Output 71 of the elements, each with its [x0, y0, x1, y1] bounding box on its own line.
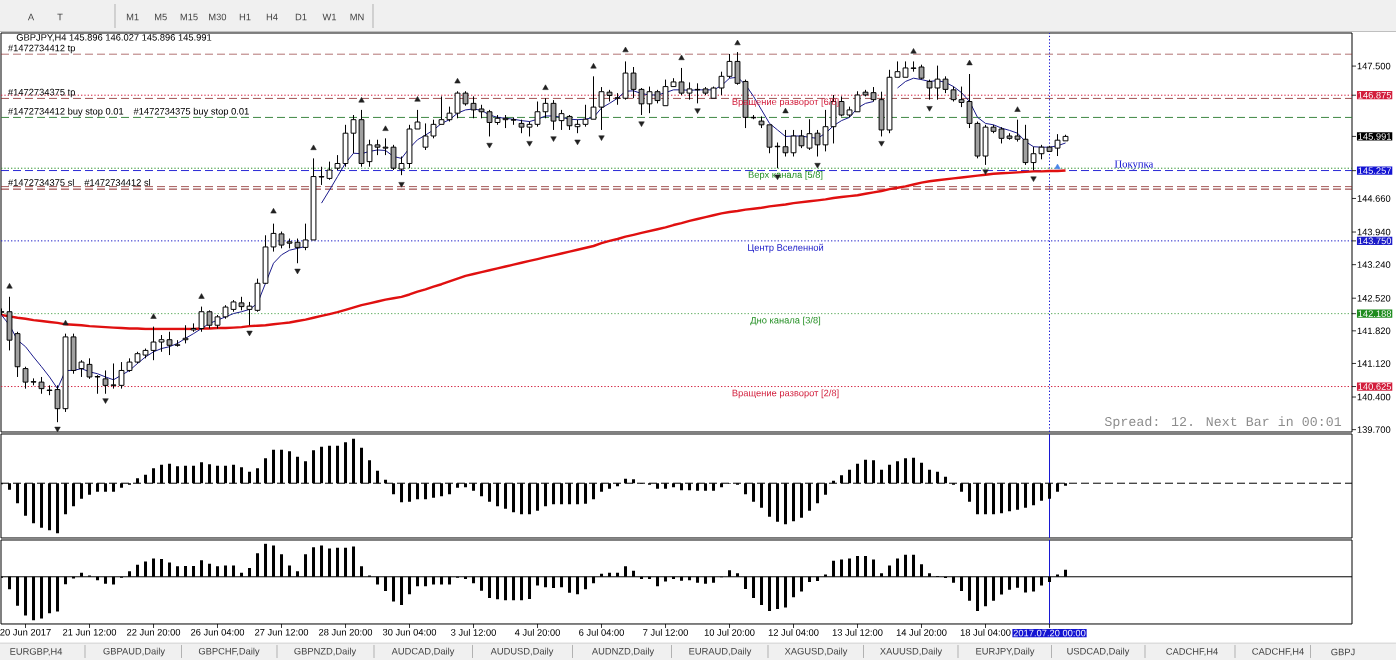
x-tick-label: 26 Jun 04:00 — [190, 628, 245, 636]
text: AUDNZD,Daily — [591, 647, 655, 657]
y-tick-label: 145.257 — [1358, 167, 1392, 174]
chart-title: GBPJPY,H4 145.896 146.027 145.896 145.991 — [16, 34, 212, 42]
annotation: Покупка — [1114, 160, 1154, 170]
x-tick-label: 27 Jun 12:00 — [254, 628, 309, 636]
ref-line-label: Верх канала [5/8] — [748, 171, 823, 180]
x-tick-label: 10 Jul 20:00 — [704, 628, 755, 636]
x-tick-label: 30 Jun 04:00 — [382, 628, 437, 636]
text: CADCHF,H4 — [1166, 648, 1218, 656]
y-tick-label: 143.750 — [1358, 237, 1392, 245]
ref-line-label: Центр Вселенной — [748, 243, 824, 253]
y-tick-label: 141.120 — [1357, 360, 1391, 367]
ref-line-label: Вращение разворот [2/8] — [732, 389, 839, 399]
y-tick-label: 139.700 — [1357, 426, 1391, 433]
x-tick-label: 14 Jul 20:00 — [896, 628, 947, 636]
text: H1 — [239, 13, 251, 21]
text: M1 — [126, 13, 139, 21]
y-tick-label: 143.240 — [1357, 261, 1391, 268]
x-tick-label: 20 Jun 2017 — [0, 628, 51, 636]
ref-line-label: #1472734375 tp — [7, 88, 75, 98]
text: AUDUSD,Daily — [490, 647, 554, 657]
y-tick-label: 142.188 — [1358, 310, 1392, 317]
y-tick-label: 141.820 — [1357, 327, 1391, 335]
text: GBPJ — [1331, 648, 1355, 656]
x-tick-label: 6 Jul 04:00 — [579, 628, 624, 636]
text: M5 — [155, 13, 167, 21]
x-tick-label: 13 Jul 12:00 — [832, 628, 883, 636]
text: AUDCAD,Daily — [391, 647, 455, 657]
x-tick-label: 3 Jul 12:00 — [451, 628, 496, 636]
x-tick-label: 18 Jul 04:00 — [960, 628, 1011, 636]
ref-line-label: #1472734412 sl — [84, 179, 151, 186]
y-tick-label: 142.520 — [1357, 294, 1391, 302]
text: Spread: 12. Next Bar in 00:01 — [1104, 416, 1342, 429]
text: GBPNZD,Daily — [294, 647, 357, 657]
ref-line-label: #1472734412 tp — [7, 44, 75, 54]
x-tick-label: 22 Jun 20:00 — [126, 628, 181, 636]
text: GBPCHF,Daily — [198, 647, 260, 657]
text: T — [57, 13, 63, 21]
x-tick-label: 7 Jul 12:00 — [643, 628, 688, 636]
x-tick-label: 28 Jun 20:00 — [318, 628, 373, 636]
text: W1 — [322, 13, 337, 21]
text: GBPAUD,Daily — [103, 647, 166, 657]
text: M30 — [209, 13, 227, 21]
annotation: #1472734375 buy stop 0.01 — [133, 107, 249, 117]
text: XAUUSD,Daily — [880, 647, 943, 657]
x-tick-label: 21 Jun 12:00 — [62, 628, 117, 636]
y-tick-label: 140.625 — [1358, 383, 1392, 390]
text: M15 — [180, 13, 198, 21]
y-tick-label: 143.940 — [1357, 228, 1391, 236]
y-tick-label: 145.991 — [1358, 133, 1392, 140]
ref-line-label: #1472734375 sl — [7, 179, 74, 186]
text: EURAUD,Daily — [689, 647, 752, 657]
text: XAGUSD,Daily — [784, 647, 848, 657]
text: H4 — [266, 13, 278, 21]
x-tick-label: 2017.07.20 00:00 — [1013, 629, 1086, 637]
text: A — [27, 13, 35, 21]
y-tick-label: 140.400 — [1357, 393, 1391, 401]
text: USDCAD,Daily — [1067, 647, 1130, 657]
text: MN — [350, 13, 364, 21]
text: CADCHF,H4 — [1252, 648, 1304, 656]
y-tick-label: 144.660 — [1357, 195, 1391, 202]
y-tick-label: 146.875 — [1358, 91, 1392, 99]
text: EURGBP,H4 — [10, 648, 63, 656]
x-tick-label: 12 Jul 04:00 — [768, 628, 819, 636]
text: EURJPY,Daily — [976, 647, 1035, 657]
x-tick-label: 4 Jul 20:00 — [514, 628, 560, 636]
ref-line-label: Дно канала [3/8] — [750, 316, 821, 326]
ref-line-label: #1472734412 buy stop 0.01 — [7, 107, 124, 117]
text: D1 — [295, 13, 307, 21]
y-tick-label: 147.500 — [1357, 62, 1391, 70]
